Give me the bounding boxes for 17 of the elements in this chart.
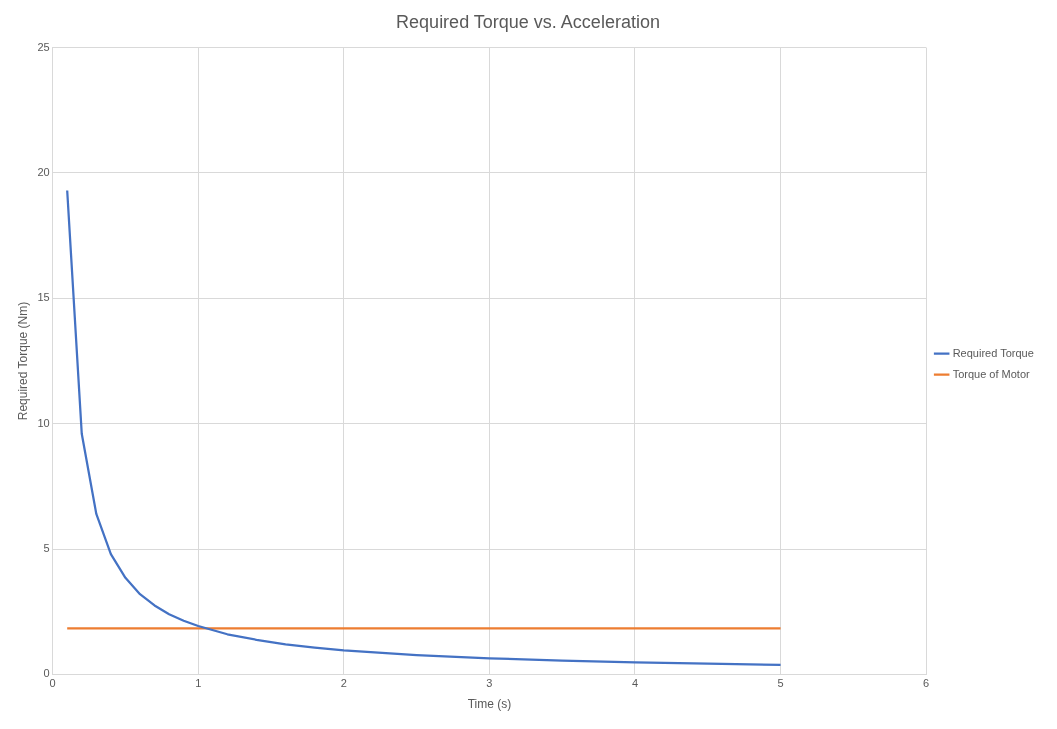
y-axis-title: Required Torque (Nm) [15, 301, 30, 421]
y-tick-label: 5 [43, 542, 50, 555]
x-axis-title: Time (s) [467, 697, 512, 712]
y-tick-label: 10 [37, 416, 50, 429]
y-tick-label: 20 [37, 165, 50, 178]
x-tick-label: 6 [923, 677, 930, 690]
x-tick-label: 4 [631, 677, 639, 690]
x-tick-label: 5 [777, 677, 784, 690]
y-tick-label: 15 [37, 291, 50, 304]
legend-label: Required Torque [952, 346, 1034, 359]
chart-title: Required Torque vs. Acceleration [396, 11, 660, 32]
x-tick-label: 1 [195, 677, 202, 690]
legend-label: Torque of Motor [952, 367, 1031, 380]
y-tick-label: 25 [37, 40, 50, 53]
y-tick-label: 0 [43, 667, 50, 680]
x-tick-label: 2 [340, 677, 347, 690]
x-tick-label: 3 [486, 677, 493, 690]
